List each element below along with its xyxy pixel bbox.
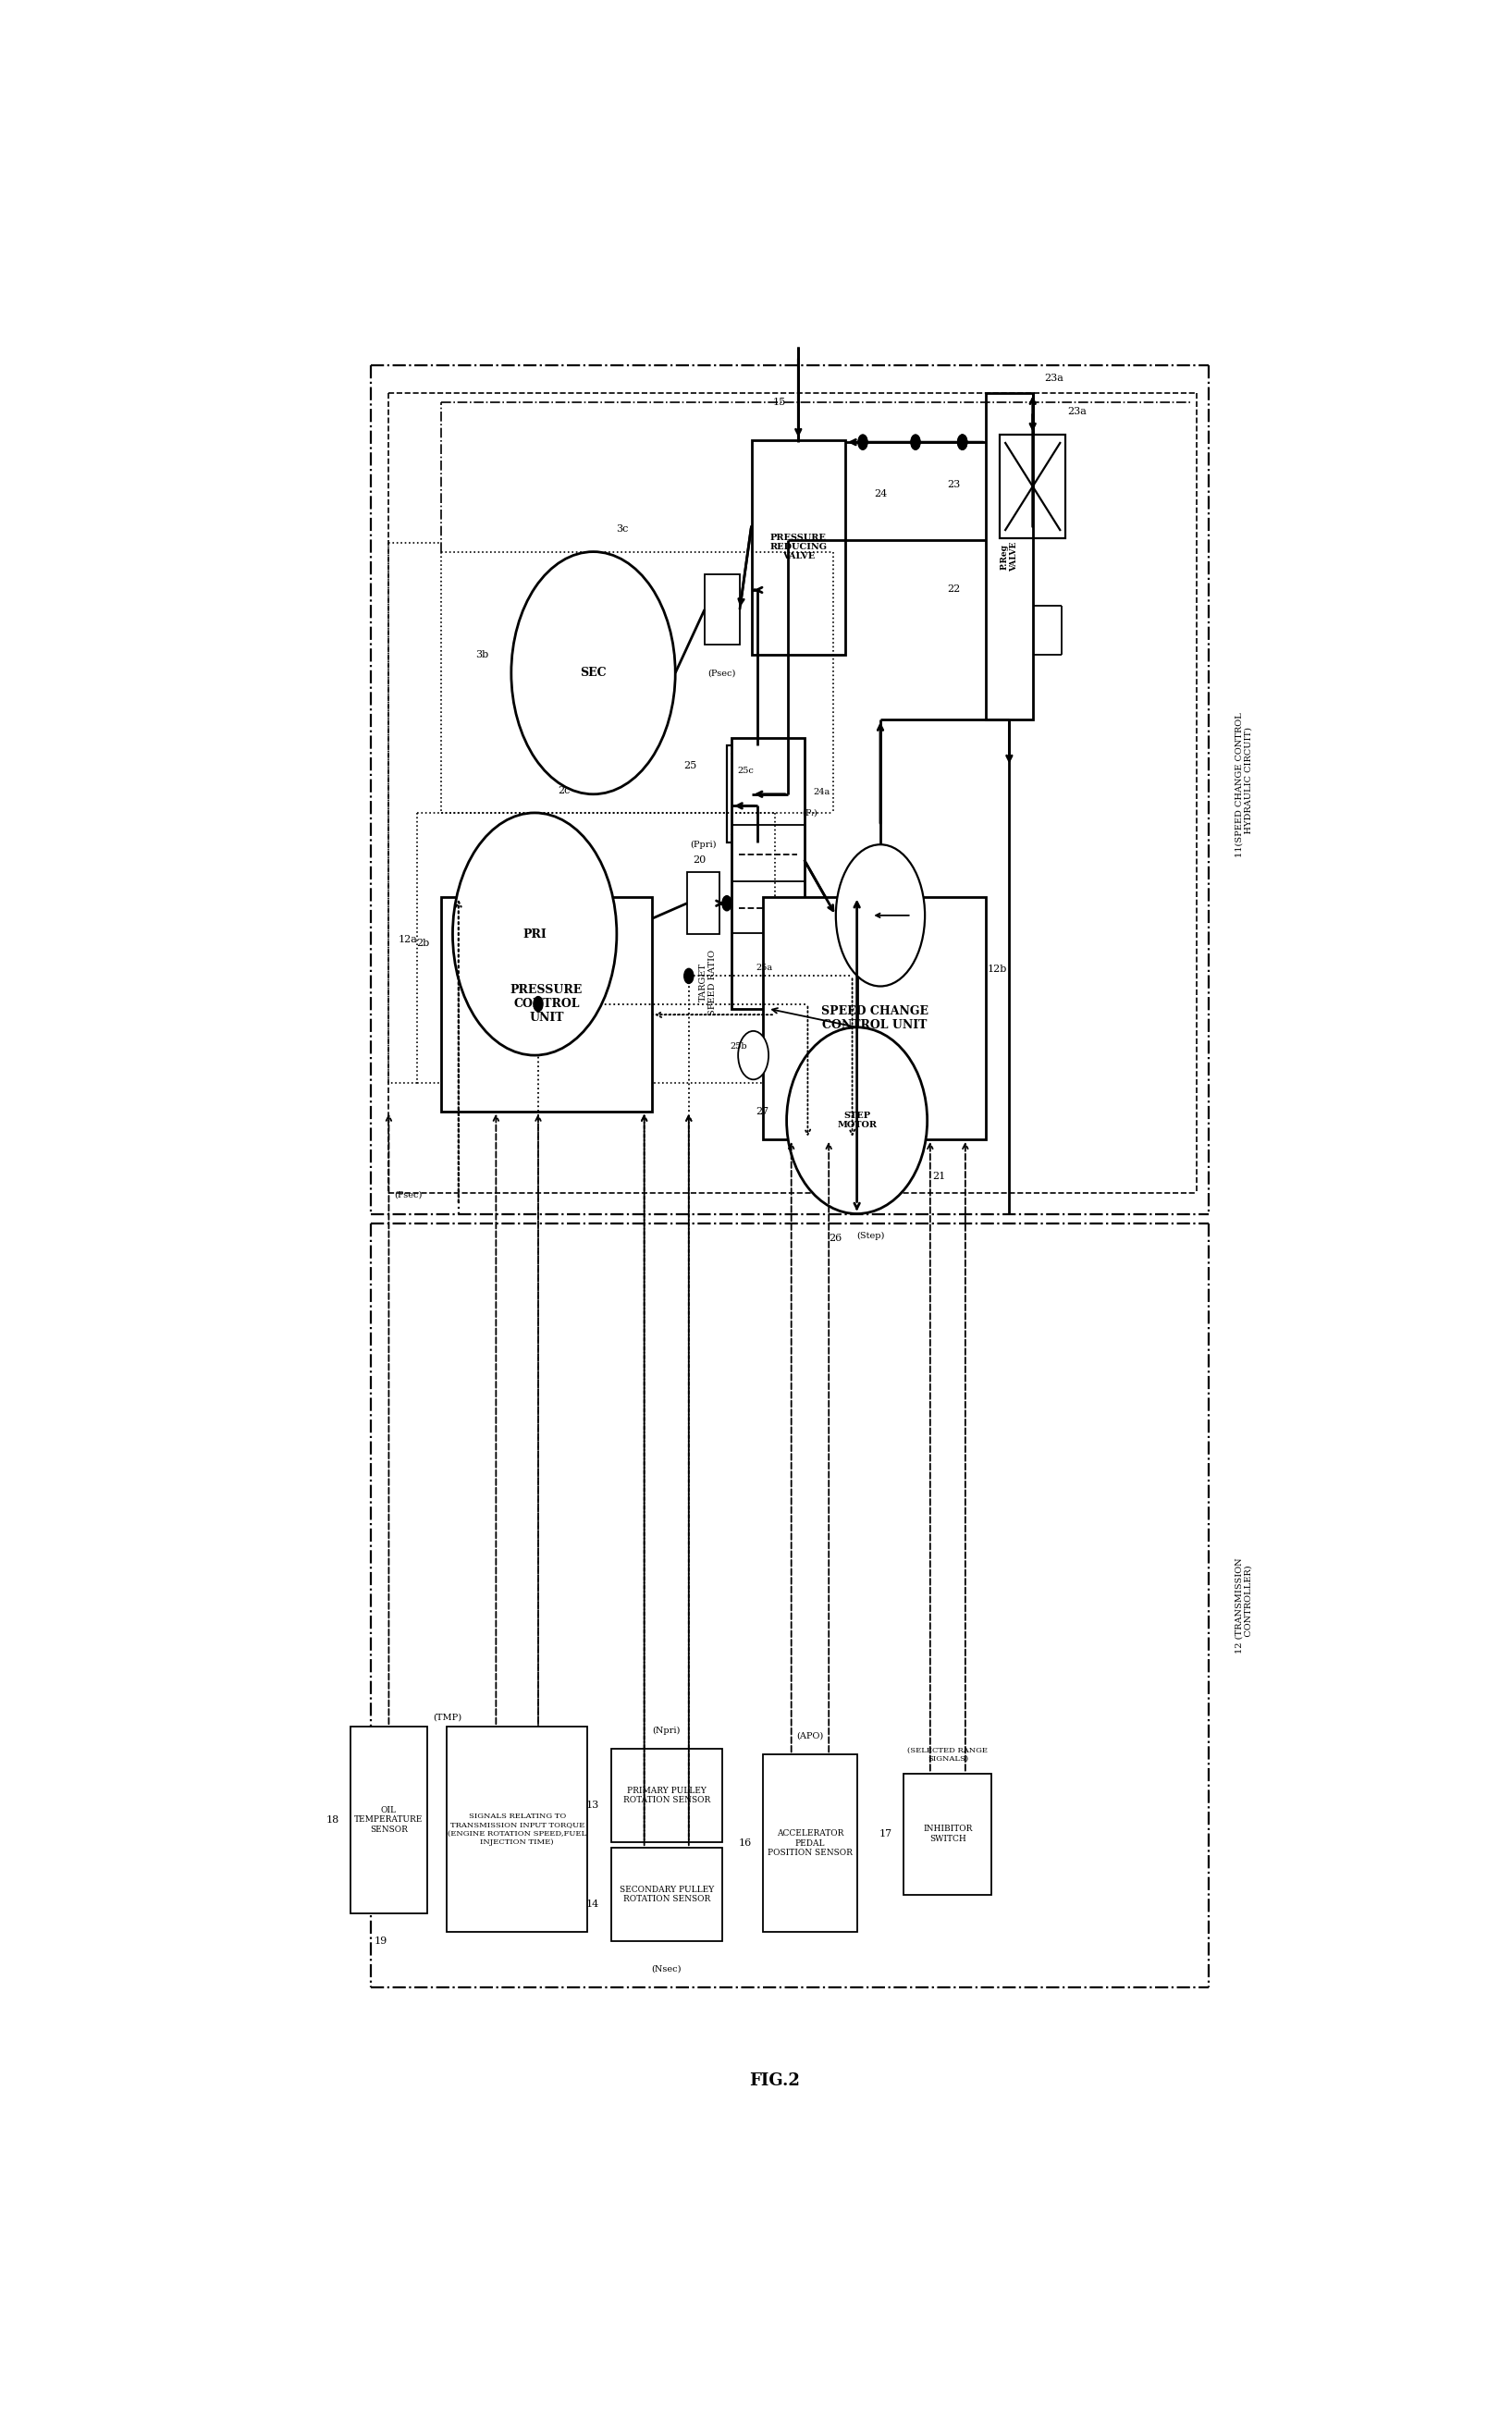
Bar	[764, 1754, 857, 1933]
Circle shape	[534, 995, 543, 1012]
Circle shape	[910, 434, 921, 450]
Text: 3b: 3b	[475, 649, 488, 659]
Bar	[686, 872, 720, 935]
Circle shape	[859, 434, 868, 450]
Text: (Pₗ): (Pₗ)	[803, 809, 818, 816]
Text: (APO): (APO)	[797, 1732, 824, 1739]
Circle shape	[683, 969, 694, 983]
Text: (Nsec): (Nsec)	[652, 1964, 682, 1974]
Text: (SELECTED RANGE
SIGNALS): (SELECTED RANGE SIGNALS)	[907, 1746, 987, 1763]
Circle shape	[957, 434, 968, 450]
Text: 15: 15	[773, 397, 786, 407]
Text: SECONDARY PULLEY
ROTATION SENSOR: SECONDARY PULLEY ROTATION SENSOR	[620, 1884, 714, 1904]
Text: TARGET
SPEED RATIO: TARGET SPEED RATIO	[699, 949, 717, 1015]
Circle shape	[957, 434, 968, 450]
Text: 12b: 12b	[987, 964, 1007, 974]
Text: OIL
TEMPERATURE
SENSOR: OIL TEMPERATURE SENSOR	[354, 1807, 423, 1833]
Text: 14: 14	[587, 1899, 599, 1909]
Bar	[732, 739, 804, 1008]
Text: 23a: 23a	[1045, 373, 1064, 383]
Text: 25c: 25c	[738, 765, 754, 775]
Circle shape	[957, 434, 968, 450]
Text: (Psec): (Psec)	[395, 1192, 422, 1199]
Bar	[611, 1749, 723, 1843]
Text: 11(SPEED CHANGE CONTROL
   HYDRAULIC CIRCUIT): 11(SPEED CHANGE CONTROL HYDRAULIC CIRCUI…	[1235, 712, 1252, 857]
Text: 12a: 12a	[398, 935, 417, 945]
Bar	[705, 574, 739, 644]
Text: 19: 19	[375, 1938, 387, 1945]
Bar	[442, 896, 652, 1112]
Text: 27: 27	[756, 1107, 770, 1117]
Text: (Psec): (Psec)	[708, 668, 736, 678]
Text: 2b: 2b	[417, 940, 429, 947]
Text: 18: 18	[325, 1814, 339, 1824]
Text: (Npri): (Npri)	[653, 1727, 680, 1734]
Ellipse shape	[786, 1027, 927, 1213]
Text: 2c: 2c	[558, 785, 570, 794]
Text: SIGNALS RELATING TO
TRANSMISSION INPUT TORQUE
(ENGINE ROTATION SPEED,FUEL
INJECT: SIGNALS RELATING TO TRANSMISSION INPUT T…	[448, 1812, 587, 1846]
Bar	[351, 1727, 426, 1913]
Text: (TMP): (TMP)	[432, 1712, 461, 1722]
Bar	[448, 1727, 587, 1933]
Text: STEP
MOTOR: STEP MOTOR	[838, 1112, 877, 1129]
Text: 3c: 3c	[617, 526, 629, 533]
Bar	[904, 1773, 992, 1894]
Text: ACCELERATOR
PEDAL
POSITION SENSOR: ACCELERATOR PEDAL POSITION SENSOR	[768, 1829, 853, 1858]
Text: 23a: 23a	[1067, 407, 1087, 417]
Ellipse shape	[452, 814, 617, 1056]
Text: 22: 22	[947, 584, 960, 593]
Text: INHIBITOR
SWITCH: INHIBITOR SWITCH	[922, 1824, 972, 1843]
Text: 12 (TRANSMISSION
   CONTROLLER): 12 (TRANSMISSION CONTROLLER)	[1235, 1557, 1252, 1654]
Text: (Step): (Step)	[857, 1233, 885, 1240]
Text: 16: 16	[738, 1838, 751, 1848]
Circle shape	[910, 434, 921, 450]
Text: 13: 13	[587, 1800, 599, 1809]
Circle shape	[723, 896, 732, 911]
Text: P.Reg
VALVE: P.Reg VALVE	[1001, 543, 1018, 572]
Text: SEC: SEC	[581, 666, 606, 678]
Bar	[727, 746, 788, 843]
Bar	[986, 392, 1033, 719]
Text: SPEED CHANGE
CONTROL UNIT: SPEED CHANGE CONTROL UNIT	[821, 1005, 928, 1032]
Text: 23: 23	[947, 480, 960, 489]
Text: 25: 25	[683, 761, 697, 770]
Text: PRESSURE
REDUCING
VALVE: PRESSURE REDUCING VALVE	[770, 533, 827, 562]
Ellipse shape	[511, 552, 676, 794]
Text: 25b: 25b	[730, 1041, 747, 1051]
Text: 26: 26	[829, 1233, 842, 1242]
Text: 17: 17	[878, 1829, 892, 1838]
Bar	[764, 896, 986, 1138]
Bar	[611, 1848, 723, 1940]
Circle shape	[738, 1032, 768, 1080]
Bar	[999, 434, 1066, 538]
Text: (Ppri): (Ppri)	[691, 840, 717, 848]
Text: 24: 24	[874, 489, 888, 499]
Bar	[751, 441, 845, 654]
Circle shape	[859, 434, 868, 450]
Text: FIG.2: FIG.2	[750, 2073, 800, 2090]
Text: 25a: 25a	[756, 964, 773, 971]
Text: PRESSURE
CONTROL
UNIT: PRESSURE CONTROL UNIT	[510, 983, 582, 1025]
Text: PRIMARY PULLEY
ROTATION SENSOR: PRIMARY PULLEY ROTATION SENSOR	[623, 1787, 711, 1804]
Text: 21: 21	[933, 1172, 945, 1182]
Text: PRI: PRI	[523, 928, 546, 940]
Circle shape	[836, 845, 925, 986]
Text: 24a: 24a	[813, 787, 830, 797]
Text: 20: 20	[692, 855, 706, 865]
